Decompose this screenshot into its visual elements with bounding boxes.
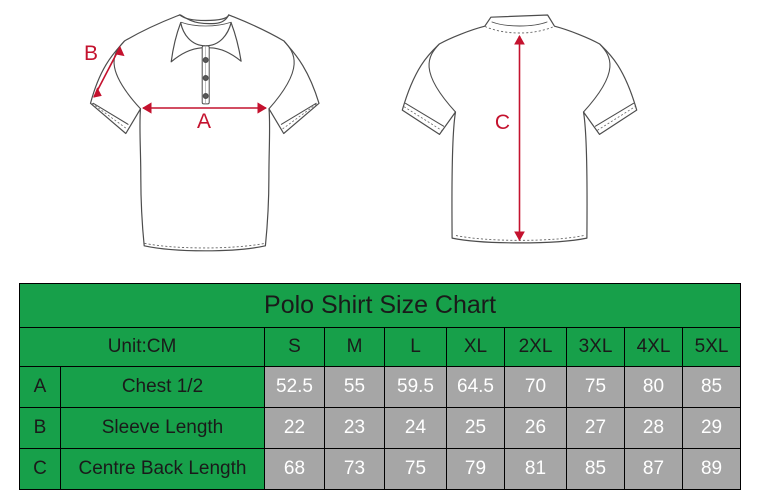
svg-text:C: C bbox=[495, 111, 510, 134]
svg-text:B: B bbox=[84, 42, 98, 65]
svg-text:A: A bbox=[197, 110, 211, 133]
